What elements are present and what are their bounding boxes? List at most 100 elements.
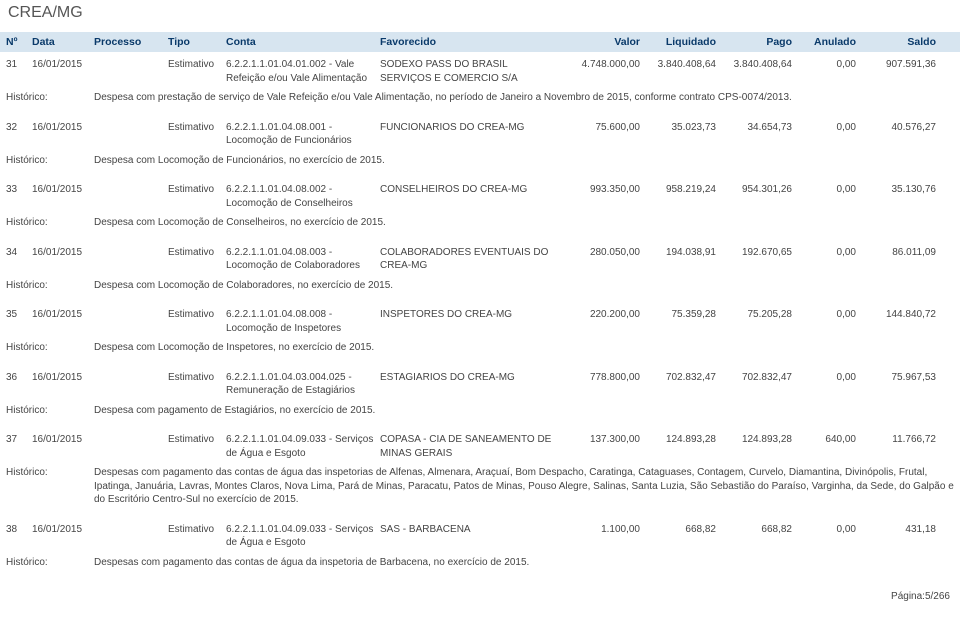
cell-data: 16/01/2015: [32, 121, 94, 135]
cell-liquidado: 35.023,73: [640, 121, 716, 135]
table-row: 3216/01/2015Estimativo6.2.2.1.1.01.04.08…: [0, 115, 960, 152]
cell-valor: 1.100,00: [564, 523, 640, 537]
cell-favorecido: SAS - BARBACENA: [380, 523, 564, 537]
cell-data: 16/01/2015: [32, 308, 94, 322]
cell-data: 16/01/2015: [32, 58, 94, 72]
cell-liquidado: 958.219,24: [640, 183, 716, 197]
col-header-liquidado: Liquidado: [640, 36, 716, 48]
cell-pago: 702.832,47: [716, 371, 792, 385]
table-row: 3816/01/2015Estimativo6.2.2.1.1.01.04.09…: [0, 517, 960, 554]
historico-label: Histórico:: [6, 279, 94, 293]
cell-saldo: 40.576,27: [856, 121, 936, 135]
col-header-tipo: Tipo: [168, 36, 226, 48]
cell-liquidado: 75.359,28: [640, 308, 716, 322]
cell-liquidado: 124.893,28: [640, 433, 716, 447]
historico-row: Histórico:Despesa com Locomoção de Inspe…: [0, 339, 960, 365]
cell-valor: 280.050,00: [564, 246, 640, 260]
cell-no: 33: [6, 183, 32, 197]
col-header-no: Nº: [6, 36, 32, 48]
cell-saldo: 431,18: [856, 523, 936, 537]
cell-data: 16/01/2015: [32, 433, 94, 447]
table-row: 3616/01/2015Estimativo6.2.2.1.1.01.04.03…: [0, 365, 960, 402]
historico-label: Histórico:: [6, 154, 94, 168]
historico-row: Histórico:Despesa com Locomoção de Funci…: [0, 152, 960, 178]
cell-conta: 6.2.2.1.1.01.04.08.003 - Locomoção de Co…: [226, 246, 380, 273]
cell-no: 37: [6, 433, 32, 447]
cell-valor: 4.748.000,00: [564, 58, 640, 72]
table-row: 3516/01/2015Estimativo6.2.2.1.1.01.04.08…: [0, 302, 960, 339]
historico-row: Histórico:Despesa com Locomoção de Conse…: [0, 214, 960, 240]
col-header-saldo: Saldo: [856, 36, 936, 48]
historico-label: Histórico:: [6, 216, 94, 230]
table-body: 3116/01/2015Estimativo6.2.2.1.1.01.04.01…: [0, 52, 960, 579]
cell-valor: 220.200,00: [564, 308, 640, 322]
cell-anulado: 0,00: [792, 246, 856, 260]
cell-pago: 34.654,73: [716, 121, 792, 135]
historico-label: Histórico:: [6, 341, 94, 355]
cell-tipo: Estimativo: [168, 58, 226, 72]
historico-label: Histórico:: [6, 466, 94, 507]
cell-anulado: 0,00: [792, 308, 856, 322]
cell-conta: 6.2.2.1.1.01.04.03.004.025 - Remuneração…: [226, 371, 380, 398]
col-header-anulado: Anulado: [792, 36, 856, 48]
cell-saldo: 907.591,36: [856, 58, 936, 72]
col-header-valor: Valor: [564, 36, 640, 48]
historico-row: Histórico:Despesa com prestação de servi…: [0, 89, 960, 115]
col-header-conta: Conta: [226, 36, 380, 48]
table-row: 3716/01/2015Estimativo6.2.2.1.1.01.04.09…: [0, 427, 960, 464]
cell-data: 16/01/2015: [32, 246, 94, 260]
cell-no: 35: [6, 308, 32, 322]
cell-favorecido: FUNCIONARIOS DO CREA-MG: [380, 121, 564, 135]
historico-row: Histórico:Despesa com Locomoção de Colab…: [0, 277, 960, 303]
historico-text: Despesas com pagamento das contas de águ…: [94, 466, 954, 507]
cell-data: 16/01/2015: [32, 523, 94, 537]
cell-tipo: Estimativo: [168, 433, 226, 447]
historico-row: Histórico:Despesa com pagamento de Estag…: [0, 402, 960, 428]
col-header-pago: Pago: [716, 36, 792, 48]
table-row: 3416/01/2015Estimativo6.2.2.1.1.01.04.08…: [0, 240, 960, 277]
cell-anulado: 0,00: [792, 58, 856, 72]
historico-text: Despesa com Locomoção de Funcionários, n…: [94, 154, 954, 168]
cell-anulado: 0,00: [792, 371, 856, 385]
cell-tipo: Estimativo: [168, 523, 226, 537]
historico-label: Histórico:: [6, 556, 94, 570]
cell-tipo: Estimativo: [168, 183, 226, 197]
cell-conta: 6.2.2.1.1.01.04.08.002 - Locomoção de Co…: [226, 183, 380, 210]
cell-tipo: Estimativo: [168, 246, 226, 260]
cell-no: 38: [6, 523, 32, 537]
historico-text: Despesa com Locomoção de Inspetores, no …: [94, 341, 954, 355]
historico-text: Despesa com pagamento de Estagiários, no…: [94, 404, 954, 418]
col-header-favorecido: Favorecido: [380, 36, 564, 48]
cell-valor: 993.350,00: [564, 183, 640, 197]
page-title: CREA/MG: [0, 0, 960, 32]
cell-pago: 192.670,65: [716, 246, 792, 260]
historico-text: Despesa com Locomoção de Colaboradores, …: [94, 279, 954, 293]
cell-pago: 3.840.408,64: [716, 58, 792, 72]
cell-favorecido: CONSELHEIROS DO CREA-MG: [380, 183, 564, 197]
cell-conta: 6.2.2.1.1.01.04.08.008 - Locomoção de In…: [226, 308, 380, 335]
cell-pago: 668,82: [716, 523, 792, 537]
cell-data: 16/01/2015: [32, 371, 94, 385]
cell-liquidado: 3.840.408,64: [640, 58, 716, 72]
table-header: Nº Data Processo Tipo Conta Favorecido V…: [0, 32, 960, 52]
cell-anulado: 0,00: [792, 183, 856, 197]
page-footer: Página:5/266: [0, 579, 960, 608]
historico-label: Histórico:: [6, 91, 94, 105]
cell-pago: 75.205,28: [716, 308, 792, 322]
cell-valor: 75.600,00: [564, 121, 640, 135]
cell-favorecido: INSPETORES DO CREA-MG: [380, 308, 564, 322]
cell-valor: 137.300,00: [564, 433, 640, 447]
col-header-processo: Processo: [94, 36, 168, 48]
cell-no: 31: [6, 58, 32, 72]
cell-anulado: 640,00: [792, 433, 856, 447]
historico-text: Despesa com Locomoção de Conselheiros, n…: [94, 216, 954, 230]
cell-conta: 6.2.2.1.1.01.04.08.001 - Locomoção de Fu…: [226, 121, 380, 148]
cell-tipo: Estimativo: [168, 121, 226, 135]
cell-conta: 6.2.2.1.1.01.04.01.002 - Vale Refeição e…: [226, 58, 380, 85]
cell-data: 16/01/2015: [32, 183, 94, 197]
cell-liquidado: 668,82: [640, 523, 716, 537]
col-header-data: Data: [32, 36, 94, 48]
cell-saldo: 11.766,72: [856, 433, 936, 447]
cell-favorecido: COPASA - CIA DE SANEAMENTO DE MINAS GERA…: [380, 433, 564, 460]
cell-anulado: 0,00: [792, 121, 856, 135]
